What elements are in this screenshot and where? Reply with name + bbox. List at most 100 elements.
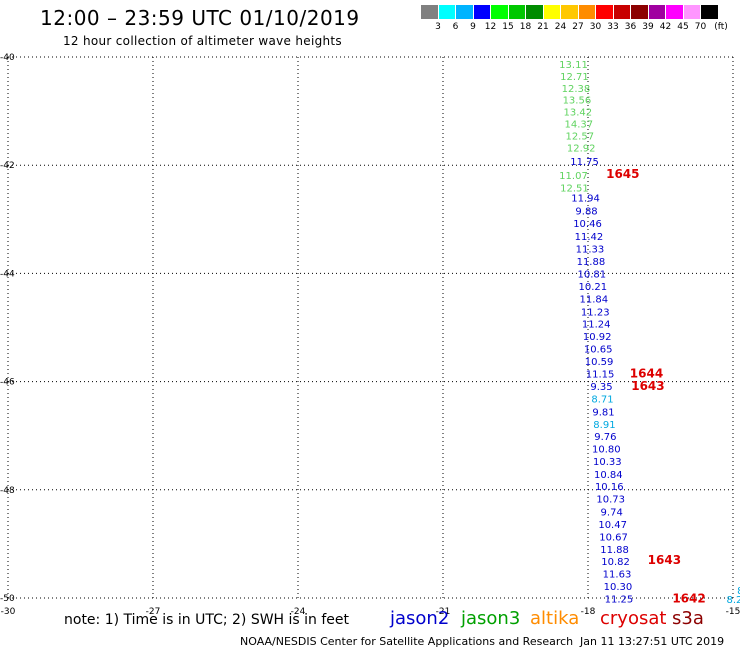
colorbar-swatch [561, 5, 579, 19]
colorbar-swatch [508, 5, 526, 19]
wave-height-point: 10.46 [573, 219, 602, 230]
wave-height-point: 10.92 [583, 332, 612, 343]
colorbar-label: 24 [554, 22, 567, 32]
legend-jason3: jason3 [461, 608, 521, 629]
colorbar-swatch [526, 5, 544, 19]
wave-height-point: 11.88 [577, 257, 606, 268]
y-tick-label: -40 [0, 53, 15, 63]
wave-height-point: 11.24 [582, 320, 611, 331]
y-tick-label: -44 [0, 269, 15, 279]
colorbar-swatch [543, 5, 561, 19]
y-tick-label: -42 [0, 161, 15, 171]
colorbar-label: 42 [659, 22, 672, 32]
colorbar-label: 70 [694, 22, 707, 32]
wave-height-point: 12.38 [562, 84, 591, 95]
colorbar-label: 45 [677, 22, 689, 32]
colorbar-label: 30 [589, 22, 602, 32]
wave-height-point: 13.11 [559, 60, 588, 71]
legend-s3a: s3a [672, 608, 704, 629]
y-tick-label: -46 [0, 378, 15, 388]
wave-height-point: 10.30 [604, 582, 633, 593]
wave-height-point: 12.57 [565, 131, 594, 142]
footer-credit: NOAA/NESDIS Center for Satellite Applica… [240, 635, 574, 648]
wave-height-point: 11.25 [605, 595, 634, 606]
colorbar-label: 12 [484, 22, 497, 32]
wave-height-point: 10.82 [601, 557, 630, 568]
wave-height-point: 11.63 [603, 570, 632, 581]
wave-height-point: 11.94 [571, 194, 600, 205]
y-tick-label: -50 [0, 594, 15, 604]
chart-subtitle: 12 hour collection of altimeter wave hei… [63, 34, 342, 48]
wave-height-point: 10.65 [584, 345, 613, 356]
wave-height-point: 13.56 [563, 96, 592, 107]
tick-layer: -30 -27 -24 -21 -18 -15 -40 -42 -44 -46 -48 -50 [0, 53, 740, 617]
colorbar-swatch [701, 5, 719, 19]
wave-height-point: 8.91 [593, 420, 615, 431]
time-label: 1644 [630, 366, 663, 380]
colorbar-swatch [491, 5, 509, 19]
colorbar-swatch [473, 5, 491, 19]
colorbar-swatch [421, 5, 439, 19]
time-label: 1643 [631, 379, 664, 393]
chart-title: 12:00 – 23:59 UTC 01/10/2019 [40, 6, 360, 30]
wave-height-point: 9.35 [590, 382, 612, 393]
wave-height-point: 10.16 [595, 482, 624, 493]
point-layer: 13.1112.7112.3813.5613.4214.3712.5712.92… [559, 60, 740, 606]
legend-jason2: jason2 [390, 608, 450, 629]
grid-layer [7, 56, 734, 599]
wave-height-point: 9.76 [594, 432, 616, 443]
wave-height-point: 8.71 [591, 394, 613, 405]
wave-height-point: 11.15 [586, 369, 615, 380]
wave-height-point: 11.88 [600, 545, 629, 556]
wave-height-point: 10.84 [594, 470, 623, 481]
colorbar-label: 18 [519, 22, 532, 32]
wave-height-point: 11.75 [570, 157, 599, 168]
wave-height-point: 9.81 [592, 407, 614, 418]
wave-height-point: 12.51 [560, 183, 589, 194]
colorbar-swatch [438, 5, 456, 19]
colorbar-labels: 3 6 9 12 15 18 21 24 27 30 33 36 39 42 45 70 (ft) [421, 22, 740, 34]
wave-height-point: 10.21 [579, 282, 608, 293]
colorbar-swatch [631, 5, 649, 19]
wave-height-point: 12.71 [560, 72, 589, 83]
colorbar-swatch [666, 5, 684, 19]
x-tick-label: -15 [726, 607, 740, 617]
wave-height-point: 11.07 [559, 171, 588, 182]
wave-height-point: 9.74 [601, 507, 623, 518]
x-tick-label: -30 [1, 607, 16, 617]
x-tick-label: -21 [436, 607, 451, 617]
colorbar-swatch [596, 5, 614, 19]
y-tick-label: -48 [0, 486, 15, 496]
wave-height-point: 10.47 [598, 520, 627, 531]
time-label: 1645 [606, 167, 639, 181]
colorbar [421, 5, 719, 19]
time-label: 1642 [672, 592, 705, 606]
colorbar-label: 36 [624, 22, 637, 32]
colorbar-swatch [648, 5, 666, 19]
x-tick-label: -24 [291, 607, 306, 617]
colorbar-label: 33 [607, 22, 619, 32]
footer-note: note: 1) Time is in UTC; 2) SWH is in fe… [64, 612, 350, 628]
wave-height-point: 8.2 [726, 595, 740, 606]
wave-height-point: 10.59 [585, 357, 614, 368]
legend-cryosat: cryosat [600, 608, 667, 629]
wave-height-point: 10.33 [593, 457, 622, 468]
colorbar-label: 27 [572, 22, 584, 32]
wave-height-point: 11.33 [576, 245, 605, 256]
colorbar-swatch [683, 5, 701, 19]
wave-height-point: 11.23 [581, 307, 610, 318]
colorbar-swatch [456, 5, 474, 19]
x-tick-label: -27 [146, 607, 161, 617]
colorbar-label: 39 [642, 22, 654, 32]
legend-altika: altika [530, 608, 580, 629]
colorbar-swatch [613, 5, 631, 19]
wave-height-point: 10.80 [592, 445, 621, 456]
wave-height-point: 13.42 [564, 108, 593, 119]
x-tick-label: -18 [581, 607, 596, 617]
wave-height-point: 11.84 [579, 294, 608, 305]
colorbar-swatch [578, 5, 596, 19]
wave-height-point: 10.81 [578, 269, 607, 280]
wave-height-point: 12.92 [567, 143, 596, 154]
wave-height-point: 9.88 [575, 207, 597, 218]
